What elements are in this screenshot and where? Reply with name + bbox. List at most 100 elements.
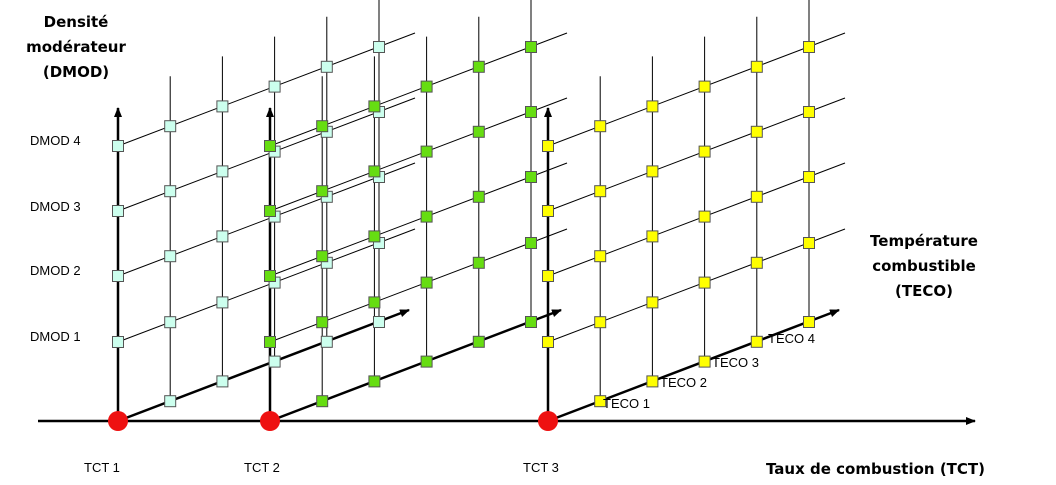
dmod-label-4: DMOD 4: [30, 133, 81, 148]
grid-point: [803, 171, 815, 183]
grid-point: [750, 60, 763, 73]
grid-point: [646, 230, 659, 243]
grid-point: [316, 120, 329, 133]
dmod-label-1: DMOD 1: [30, 329, 81, 344]
grid-point: [216, 296, 229, 309]
dmod-level-line: [269, 97, 568, 212]
grid-point: [420, 276, 433, 289]
grid-point: [542, 205, 554, 217]
grid-point: [368, 296, 381, 309]
grid-point: [264, 336, 276, 348]
fuel-temperature-axis-title-line-2: combustible: [872, 257, 976, 275]
teco-label-1: TECO 1: [603, 396, 650, 411]
fuel-temperature-axis-title-line-1: Température: [870, 232, 978, 250]
tct-label-1: TCT 1: [84, 460, 120, 475]
grid-point: [164, 250, 177, 263]
grid-point: [420, 145, 433, 158]
grid-point: [268, 355, 281, 368]
dmod-level-line: [269, 162, 568, 277]
grid-tct-2: [266, 0, 568, 423]
grid-point: [216, 230, 229, 243]
grid-point: [320, 335, 333, 348]
fuel-temperature-axis-title-line-3: (TECO): [895, 282, 953, 300]
grid-point: [750, 125, 763, 138]
tct-point-marker: [260, 411, 280, 431]
grid-tct-2-points: [260, 41, 537, 431]
grid-point: [803, 316, 815, 328]
tct-label-3: TCT 3: [523, 460, 559, 475]
grid-point: [420, 80, 433, 93]
vertical-axis-title-line-2: modérateur: [26, 38, 126, 56]
grid-point: [472, 335, 485, 348]
grid-point: [750, 256, 763, 269]
grid-point: [594, 120, 607, 133]
grid-point: [646, 100, 659, 113]
teco-label-2: TECO 2: [660, 375, 707, 390]
grid-point: [112, 205, 124, 217]
grid-point: [264, 270, 276, 282]
grid-point: [112, 336, 124, 348]
teco-axis: [547, 308, 840, 423]
grid-point: [164, 316, 177, 329]
dmod-label-3: DMOD 3: [30, 199, 81, 214]
grid-point: [216, 165, 229, 178]
grid-point: [264, 205, 276, 217]
grid-point: [750, 335, 763, 348]
grid-point: [472, 125, 485, 138]
grid-point: [525, 237, 537, 249]
grid-point: [420, 210, 433, 223]
grid-point: [646, 296, 659, 309]
grid-point: [373, 316, 385, 328]
fuel-temperature-axis-title: Température combustible (TECO): [855, 229, 993, 304]
grid-point: [542, 336, 554, 348]
dmod-level-line: [547, 162, 846, 277]
grid-point: [472, 60, 485, 73]
dmod-level-line: [547, 32, 846, 147]
grid-point: [373, 41, 385, 53]
tct-label-2: TCT 2: [244, 460, 280, 475]
grid-point: [112, 270, 124, 282]
tct-point-marker: [108, 411, 128, 431]
grid-point: [698, 210, 711, 223]
grid-point: [594, 395, 607, 408]
teco-axis: [269, 308, 562, 423]
tct-point-marker: [538, 411, 558, 431]
grid-point: [594, 316, 607, 329]
grid-point: [316, 185, 329, 198]
grid-point: [112, 140, 124, 152]
grid-tct-3-points: [538, 41, 815, 431]
grid-point: [164, 120, 177, 133]
grid-point: [525, 41, 537, 53]
grid-point: [320, 60, 333, 73]
grid-point: [316, 250, 329, 263]
vertical-axis-title-line-3: (DMOD): [42, 63, 110, 81]
grid-point: [216, 100, 229, 113]
grid-point: [698, 80, 711, 93]
grid-point: [542, 270, 554, 282]
grid-point: [698, 145, 711, 158]
grid-point: [698, 355, 711, 368]
grid-point: [316, 316, 329, 329]
grid-point: [268, 80, 281, 93]
dmod-label-2: DMOD 2: [30, 263, 81, 278]
vertical-axis-title-line-1: Densité: [43, 13, 109, 31]
grid-point: [472, 256, 485, 269]
teco-axis: [117, 308, 410, 423]
dmod-level-line: [269, 32, 568, 147]
grid-point: [164, 395, 177, 408]
grid-point: [646, 375, 659, 388]
grid-point: [525, 171, 537, 183]
grid-point: [803, 41, 815, 53]
grid-point: [420, 355, 433, 368]
grid-point: [542, 140, 554, 152]
dmod-level-line: [117, 162, 416, 277]
grid-point: [368, 375, 381, 388]
teco-label-4: TECO 4: [768, 331, 815, 346]
grid-point: [164, 185, 177, 198]
grid-tct-3: [544, 0, 846, 423]
grid-point: [594, 185, 607, 198]
grid-point: [525, 316, 537, 328]
teco-label-3: TECO 3: [712, 355, 759, 370]
grid-point: [368, 165, 381, 178]
